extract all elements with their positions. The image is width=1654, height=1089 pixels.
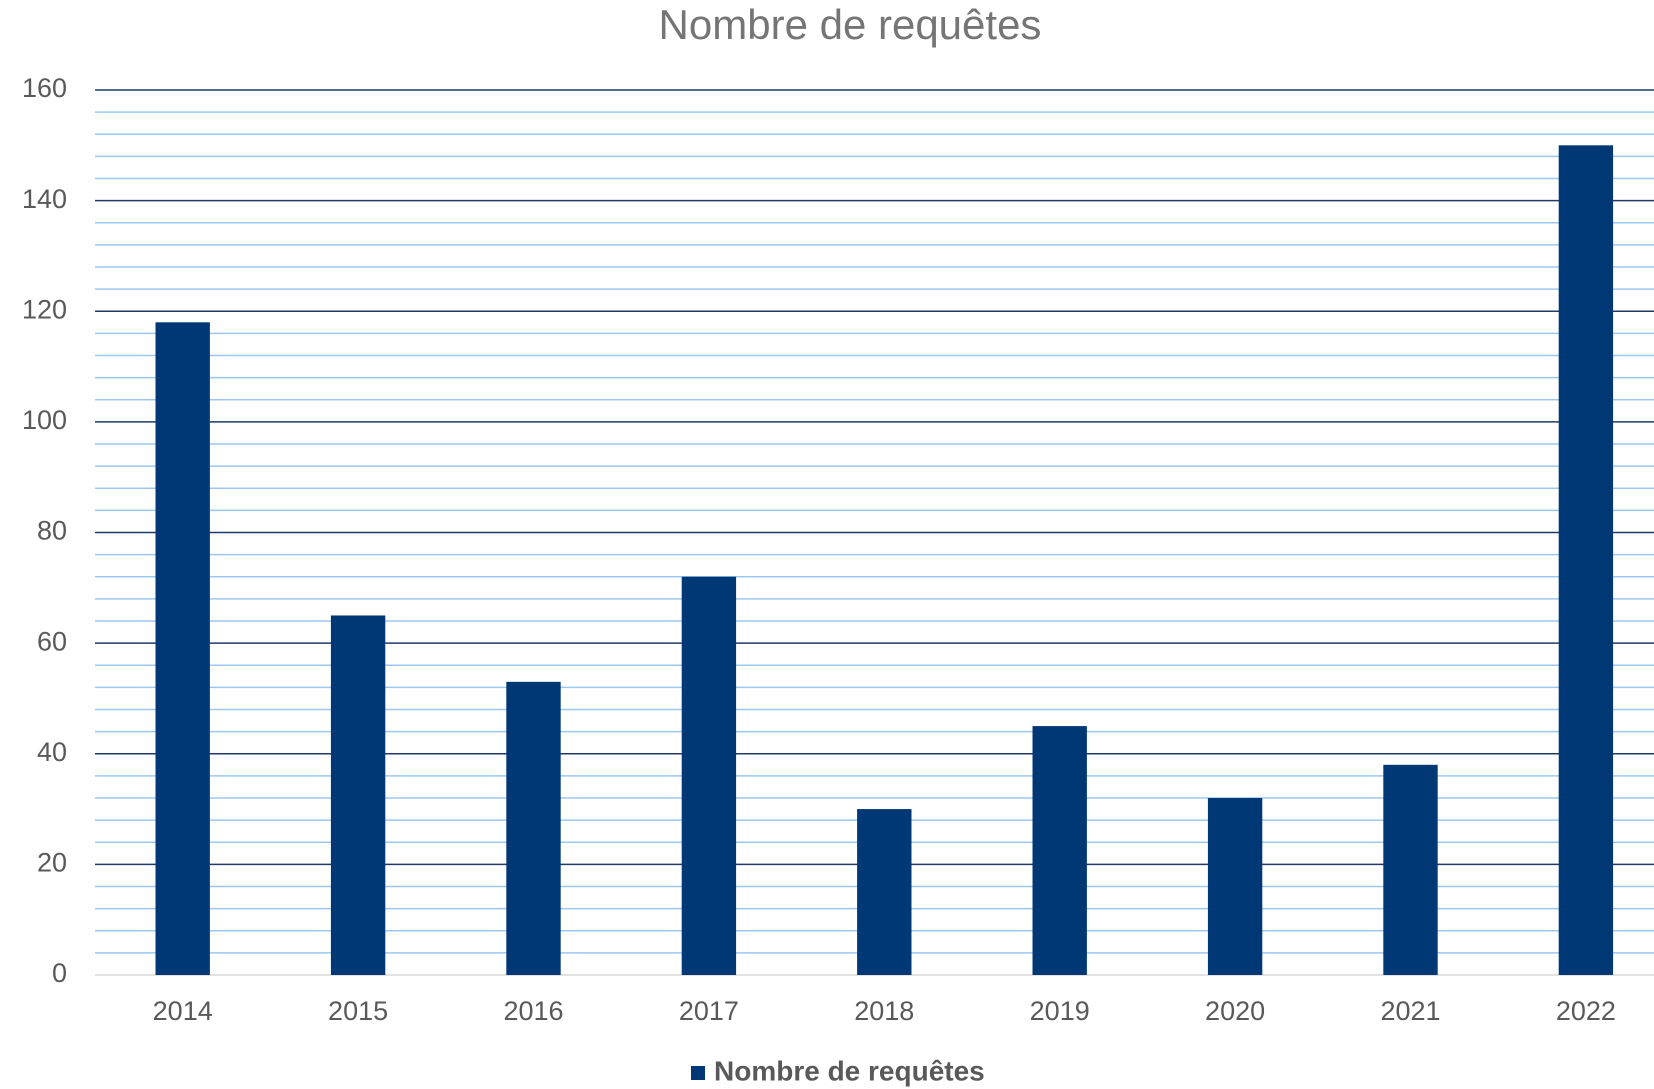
bar <box>155 322 210 975</box>
bar <box>857 809 912 975</box>
y-tick-label: 40 <box>37 737 67 767</box>
y-tick-label: 0 <box>52 958 67 988</box>
bar <box>1207 798 1263 975</box>
x-tick-label: 2021 <box>1380 996 1440 1026</box>
y-tick-label: 160 <box>22 73 67 103</box>
x-tick-label: 2020 <box>1205 996 1265 1026</box>
bar <box>681 576 737 975</box>
x-tick-label: 2018 <box>854 996 914 1026</box>
y-tick-label: 100 <box>22 405 67 435</box>
y-tick-label: 80 <box>37 516 67 546</box>
x-tick-label: 2014 <box>153 996 213 1026</box>
y-tick-label: 60 <box>37 626 67 656</box>
x-tick-label: 2017 <box>679 996 739 1026</box>
x-tick-label: 2019 <box>1030 996 1090 1026</box>
bar <box>1032 726 1087 975</box>
y-tick-label: 120 <box>22 294 67 324</box>
bar <box>506 681 561 975</box>
y-tick-label: 20 <box>37 848 67 878</box>
y-tick-label: 140 <box>22 184 67 214</box>
x-tick-label: 2016 <box>503 996 563 1026</box>
bar <box>1558 145 1614 975</box>
legend-label: Nombre de requêtes <box>714 1055 985 1086</box>
bar <box>1383 764 1438 975</box>
x-tick-label: 2022 <box>1556 996 1616 1026</box>
chart-title: Nombre de requêtes <box>659 1 1042 48</box>
legend-swatch <box>691 1066 705 1080</box>
bar <box>330 615 386 975</box>
x-tick-label: 2015 <box>328 996 388 1026</box>
